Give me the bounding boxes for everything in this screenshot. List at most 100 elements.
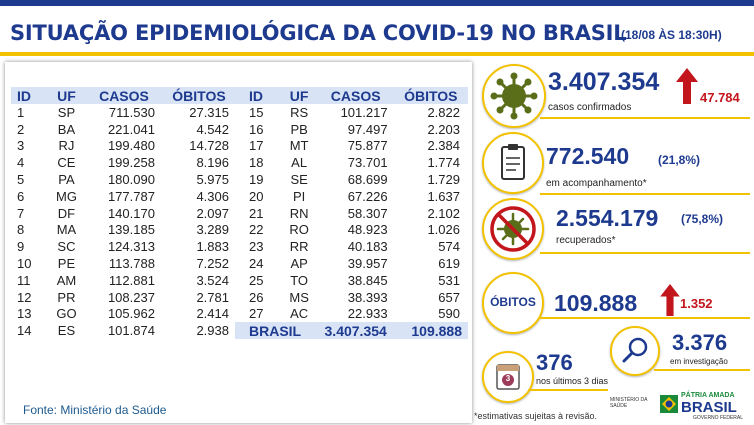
table-cell: 2 — [17, 121, 25, 137]
table-cell: 18 — [249, 155, 264, 171]
clipboard-icon — [501, 144, 525, 180]
table-cell: 22.933 — [347, 306, 388, 322]
last3days-label: nos últimos 3 dias — [536, 376, 609, 386]
last3days-value: 376 — [536, 350, 573, 375]
table-row: 27 AC 22.933 590 — [235, 306, 468, 323]
table-cell: 5.975 — [196, 172, 229, 188]
table-cell: 2.203 — [427, 121, 460, 137]
table-cell: PI — [292, 188, 306, 204]
table-cell: RS — [290, 104, 309, 120]
last3days-circle: 3 — [482, 351, 534, 403]
table-cell: 1.883 — [196, 239, 229, 255]
table-cell: 24 — [249, 256, 264, 272]
table-row: 20 PI 67.226 1.637 — [235, 188, 468, 205]
table-cell: 27 — [249, 306, 264, 322]
table-cell: 2.102 — [427, 205, 460, 221]
recovered-value: 2.554.179 — [556, 205, 659, 231]
table-cell: TO — [290, 272, 309, 288]
table-row: 25 TO 38.845 531 — [235, 272, 468, 289]
table-cell: 124.313 — [107, 239, 155, 255]
table-cell: 8.196 — [196, 155, 229, 171]
table-row: 17 MT 75.877 2.384 — [235, 138, 468, 155]
table-row: 18 AL 73.701 1.774 — [235, 154, 468, 171]
table-cell: 22 — [249, 222, 264, 238]
table-cell: 15 — [249, 104, 264, 120]
table-cell: 1.026 — [427, 222, 460, 238]
total-row: BRASIL 3.407.354 109.888 — [235, 322, 468, 340]
table-row: 15 RS 101.217 2.822 — [235, 104, 468, 121]
investigation-label: em investigação — [670, 357, 728, 366]
table-cell: 3.289 — [196, 222, 229, 238]
table-cell: 2.938 — [196, 323, 229, 339]
logo-line2: BRASIL — [681, 399, 737, 416]
table-cell: 6 — [17, 188, 25, 204]
deaths-badge: ÓBITOS — [490, 295, 536, 309]
table-row: 26 MS 38.393 657 — [235, 289, 468, 306]
table-cell: 5 — [17, 172, 25, 188]
table-cell: 619 — [438, 256, 460, 272]
monitoring-underline — [540, 193, 750, 195]
table-cell: 180.090 — [107, 172, 155, 188]
table-cell: 1.637 — [427, 188, 460, 204]
deaths-value: 109.888 — [554, 290, 638, 316]
ministry-label: MINISTÉRIO DA SAÚDE — [610, 397, 648, 409]
table-cell: 48.923 — [347, 222, 388, 238]
table-cell: 4.542 — [196, 121, 229, 137]
table-cell: 140.170 — [107, 205, 155, 221]
table-cell: AL — [291, 155, 308, 171]
table-cell: 25 — [249, 272, 264, 288]
table-cell: BA — [57, 121, 76, 137]
monitoring-pct: (21,8%) — [658, 153, 701, 167]
table-cell: RO — [289, 222, 309, 238]
table-cell: 3 — [17, 138, 25, 154]
table-cell: PB — [290, 121, 308, 137]
table-cell: PR — [57, 289, 76, 305]
table-cell: 112.881 — [108, 272, 155, 288]
table-row: 10 PE 113.788 7.252 — [11, 255, 237, 272]
states-table-left: ID UF CASOS ÓBITOS 1 SP 711.530 27.315 2 BA 221.0… — [11, 87, 237, 339]
table-cell: 1.774 — [427, 155, 460, 171]
table-cell: 17 — [249, 138, 264, 154]
table-row: 5 PA 180.090 5.975 — [11, 171, 237, 188]
recovered-circle — [482, 198, 544, 260]
column-header: ÓBITOS — [393, 87, 468, 104]
investigation-underline — [654, 369, 750, 371]
logo-line3: GOVERNO FEDERAL — [693, 415, 744, 421]
column-header: ÓBITOS — [160, 87, 237, 104]
investigation-circle — [610, 326, 660, 376]
table-row: 24 AP 39.957 619 — [235, 255, 468, 272]
table-cell: 12 — [17, 289, 32, 305]
table-cell: PE — [57, 256, 76, 272]
table-cell: MA — [56, 222, 77, 238]
table-cell: 39.957 — [347, 256, 388, 272]
table-cell: 101.217 — [340, 104, 388, 120]
arrow-up-icon — [676, 68, 698, 104]
table-row: 23 RR 40.183 574 — [235, 238, 468, 255]
table-cell: 590 — [438, 306, 460, 322]
calendar-icon — [496, 364, 520, 390]
table-cell: 1 — [17, 104, 25, 120]
top-bar — [0, 0, 754, 6]
confirmed-circle — [482, 64, 546, 128]
column-header: CASOS — [317, 87, 394, 104]
table-cell: 2.822 — [427, 104, 460, 120]
table-cell: AM — [56, 272, 77, 288]
table-row: 11 AM 112.881 3.524 — [11, 272, 237, 289]
table-cell: 26 — [249, 289, 264, 305]
table-row: 3 RJ 199.480 14.728 — [11, 138, 237, 155]
confirmed-underline — [540, 117, 750, 119]
column-header: UF — [45, 87, 87, 104]
table-cell: 40.183 — [347, 239, 388, 255]
table-row: 6 MG 177.787 4.306 — [11, 188, 237, 205]
monitoring-circle — [482, 132, 544, 194]
table-cell: DF — [57, 205, 76, 221]
deaths-increase: 1.352 — [680, 296, 713, 311]
table-row: 14 ES 101.874 2.938 — [11, 322, 237, 339]
table-row: 16 PB 97.497 2.203 — [235, 121, 468, 138]
table-cell: RJ — [58, 138, 75, 154]
table-cell: MG — [55, 188, 77, 204]
table-cell: 657 — [438, 289, 460, 305]
table-cell: 11 — [17, 272, 31, 288]
table-cell: RR — [289, 239, 309, 255]
last3days-underline — [528, 389, 608, 391]
